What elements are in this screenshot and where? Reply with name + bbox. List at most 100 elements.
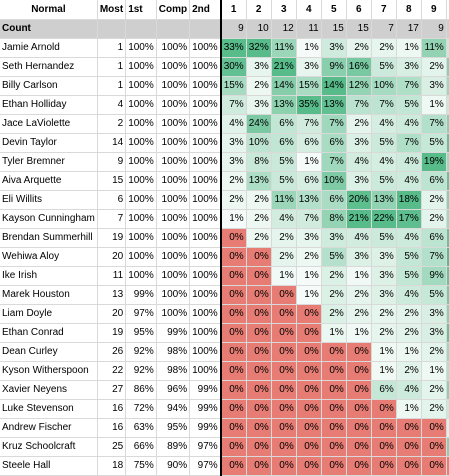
pick-prob-cell[interactable]: 6% [371,380,397,400]
pick-prob-cell[interactable]: 0% [346,361,372,381]
pick-prob-cell[interactable]: 0% [271,437,297,457]
pick-prob-cell[interactable]: 0% [371,418,397,438]
pick-prob-cell[interactable]: 2% [271,247,297,267]
pick-prob-cell[interactable]: 3% [421,323,447,343]
first-pct[interactable]: 72% [125,399,157,419]
pick-prob-cell[interactable]: 5% [396,95,422,115]
second-pct[interactable]: 99% [189,399,222,419]
most-value[interactable]: 27 [97,380,127,400]
most-value[interactable]: 14 [97,133,127,153]
pick-prob-cell[interactable]: 4% [371,114,397,134]
player-name[interactable]: Dean Curley [0,342,98,362]
pick-prob-cell[interactable]: 6% [271,114,297,134]
pick-prob-cell[interactable]: 3% [219,133,247,153]
comp-pct[interactable]: 100% [156,209,191,229]
pick-prob-cell[interactable]: 6% [271,133,297,153]
pick-prob-cell[interactable]: 0% [396,437,422,457]
pick-prob-cell[interactable]: 11% [271,190,297,210]
comp-pct[interactable]: 100% [156,171,191,191]
most-value[interactable]: 18 [97,456,127,476]
pick-prob-cell[interactable]: 3% [346,133,372,153]
pick-prob-cell[interactable]: 0% [346,437,372,457]
pick-prob-cell[interactable]: 14% [321,76,347,96]
pick-prob-cell[interactable]: 2% [246,190,272,210]
pick-prob-cell[interactable]: 4% [396,380,422,400]
comp-pct[interactable]: 100% [156,247,191,267]
pick-prob-cell[interactable]: 5% [371,228,397,248]
first-pct[interactable]: 100% [125,209,157,229]
pick-prob-cell[interactable]: 4% [346,228,372,248]
pick-prob-cell[interactable]: 13% [246,171,272,191]
pick-prob-cell[interactable]: 2% [346,304,372,324]
most-value[interactable]: 2 [97,114,127,134]
count-cell[interactable]: 9 [219,19,247,39]
player-name[interactable]: Seth Hernandez [0,57,98,77]
most-value[interactable]: 6 [97,190,127,210]
pick-prob-cell[interactable]: 0% [346,399,372,419]
pick-prob-cell[interactable]: 0% [219,380,247,400]
most-value[interactable]: 13 [97,285,127,305]
pick-prob-cell[interactable]: 7% [371,95,397,115]
pick-prob-cell[interactable]: 2% [321,304,347,324]
second-pct[interactable]: 100% [189,361,222,381]
player-name[interactable]: Marek Houston [0,285,98,305]
pick-prob-cell[interactable]: 4% [371,152,397,172]
first-pct[interactable]: 100% [125,114,157,134]
pick-prob-cell[interactable]: 0% [246,437,272,457]
pick-prob-cell[interactable]: 18% [396,190,422,210]
pick-prob-cell[interactable]: 13% [271,95,297,115]
player-name[interactable]: Brendan Summerhill [0,228,98,248]
pick-prob-cell[interactable]: 0% [246,247,272,267]
first-pct[interactable]: 100% [125,76,157,96]
first-pct[interactable]: 86% [125,380,157,400]
pick-prob-cell[interactable]: 1% [296,285,322,305]
player-name[interactable]: Billy Carlson [0,76,98,96]
pick-prob-cell[interactable]: 0% [396,418,422,438]
pick-prob-cell[interactable]: 4% [396,171,422,191]
pick-prob-cell[interactable]: 9% [321,57,347,77]
most-value[interactable]: 15 [97,171,127,191]
most-value[interactable]: 25 [97,437,127,457]
player-name[interactable]: Tyler Bremner [0,152,98,172]
second-pct[interactable]: 97% [189,456,222,476]
second-pct[interactable]: 97% [189,437,222,457]
pick-prob-cell[interactable]: 0% [246,399,272,419]
pick-prob-cell[interactable]: 0% [219,285,247,305]
player-name[interactable]: Ethan Holliday [0,95,98,115]
pick-prob-cell[interactable]: 0% [219,247,247,267]
first-pct[interactable]: 100% [125,57,157,77]
pick-prob-cell[interactable]: 15% [219,76,247,96]
pick-prob-cell[interactable]: 0% [219,304,247,324]
pick-prob-cell[interactable]: 0% [219,228,247,248]
comp-pct[interactable]: 100% [156,57,191,77]
pick-prob-cell[interactable]: 0% [219,437,247,457]
pick-prob-cell[interactable]: 7% [346,95,372,115]
pick-prob-cell[interactable]: 4% [396,152,422,172]
comp-pct[interactable]: 100% [156,228,191,248]
pick-prob-cell[interactable]: 10% [321,171,347,191]
count-cell[interactable]: 23 [446,19,449,39]
pick-prob-cell[interactable]: 3% [296,228,322,248]
most-value[interactable]: 22 [97,361,127,381]
pick-prob-cell[interactable]: 2% [421,399,447,419]
pick-prob-cell[interactable]: 0% [296,304,322,324]
pick-prob-cell[interactable]: 2% [321,285,347,305]
pick-prob-cell[interactable]: 21% [271,57,297,77]
pick-prob-cell[interactable]: 15% [296,76,322,96]
second-pct[interactable]: 100% [189,76,222,96]
pick-prob-cell[interactable]: 2% [346,38,372,58]
pick-prob-cell[interactable]: 0% [246,285,272,305]
pick-prob-cell[interactable]: 0% [271,399,297,419]
pick-prob-cell[interactable]: 0% [246,304,272,324]
second-pct[interactable]: 99% [189,380,222,400]
header-pos[interactable]: 4 [296,0,322,20]
pick-prob-cell[interactable]: 3% [246,57,272,77]
pick-prob-cell[interactable]: 3% [321,228,347,248]
pick-prob-cell[interactable]: 32% [246,38,272,58]
pick-prob-cell[interactable]: 1% [396,399,422,419]
pick-prob-cell[interactable]: 3% [421,304,447,324]
pick-prob-cell[interactable]: 7% [296,114,322,134]
pick-prob-cell[interactable]: 0% [346,456,372,476]
comp-pct[interactable]: 100% [156,190,191,210]
pick-prob-cell[interactable]: 1% [219,209,247,229]
